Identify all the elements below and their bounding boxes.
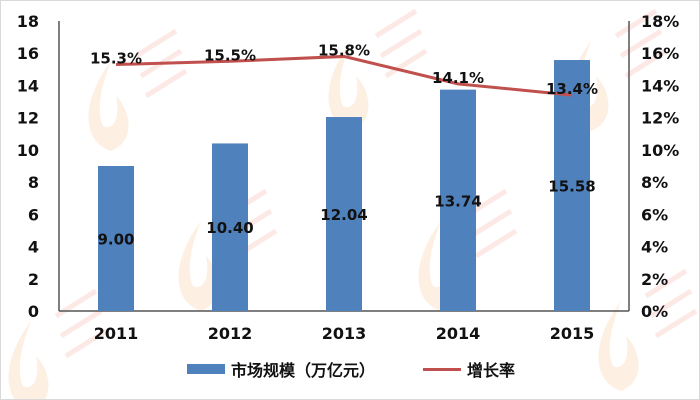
right-tick-label: 14% <box>641 76 679 95</box>
bar-data-label: 10.40 <box>206 219 253 237</box>
legend-swatch-bar <box>186 364 225 374</box>
left-tick-label: 10 <box>17 141 39 160</box>
watermark-logo <box>8 321 49 399</box>
watermark-logo-strokes <box>54 288 108 359</box>
line-data-label: 15.3% <box>90 50 142 68</box>
legend-label: 市场规模（万亿元） <box>230 361 375 380</box>
right-tick-label: 16% <box>641 44 679 63</box>
watermark-logo <box>178 221 219 311</box>
legend-swatch-line <box>423 367 461 371</box>
bar-data-label: 13.74 <box>434 192 481 210</box>
right-tick-label: 8% <box>641 173 668 192</box>
right-tick-label: 4% <box>641 238 668 257</box>
bar <box>554 59 590 311</box>
right-tick-label: 12% <box>641 109 679 128</box>
watermark-logo-strokes <box>614 8 668 79</box>
growth-rate-line <box>115 54 573 97</box>
bar-data-label: 9.00 <box>97 231 134 249</box>
x-tick-label: 2013 <box>322 324 367 343</box>
watermark-logo <box>88 61 129 151</box>
bar <box>212 143 248 311</box>
left-tick-label: 18 <box>17 12 39 31</box>
legend-item-growth-rate: 增长率 <box>423 357 515 381</box>
left-tick-label: 2 <box>28 270 39 289</box>
x-tick-label: 2012 <box>208 324 253 343</box>
right-tick-label: 6% <box>641 205 668 224</box>
bar <box>440 89 476 311</box>
watermark-logo-strokes <box>374 8 428 79</box>
bar-data-label: 12.04 <box>320 206 367 224</box>
line-data-label: 13.4% <box>546 80 598 98</box>
line-data-label: 15.5% <box>204 46 256 64</box>
right-tick-label: 2% <box>641 270 668 289</box>
line-data-label: 14.1% <box>432 69 484 87</box>
bar-data-label: 15.58 <box>548 177 595 195</box>
watermark-logo <box>328 41 369 131</box>
x-tick-label: 2015 <box>550 324 595 343</box>
left-tick-label: 4 <box>28 238 39 257</box>
legend: 市场规模（万亿元） 增长率 <box>1 357 699 381</box>
legend-label: 增长率 <box>467 361 516 380</box>
right-tick-label: 18% <box>641 12 679 31</box>
left-tick-label: 6 <box>28 205 39 224</box>
left-tick-label: 16 <box>17 44 39 63</box>
legend-item-market-size: 市场规模（万亿元） <box>186 357 375 381</box>
right-tick-label: 10% <box>641 141 679 160</box>
right-tick-label: 0% <box>641 302 668 321</box>
left-tick-label: 14 <box>17 76 39 95</box>
bar <box>98 166 134 311</box>
left-tick-label: 12 <box>17 109 39 128</box>
line-data-label: 15.8% <box>318 41 370 59</box>
x-tick-label: 2011 <box>94 324 139 343</box>
watermark-logo <box>598 301 639 391</box>
watermark-logo-strokes <box>644 268 698 339</box>
left-tick-label: 0 <box>28 302 39 321</box>
bar <box>326 117 362 312</box>
left-tick-label: 8 <box>28 173 39 192</box>
x-tick-label: 2014 <box>436 324 481 343</box>
